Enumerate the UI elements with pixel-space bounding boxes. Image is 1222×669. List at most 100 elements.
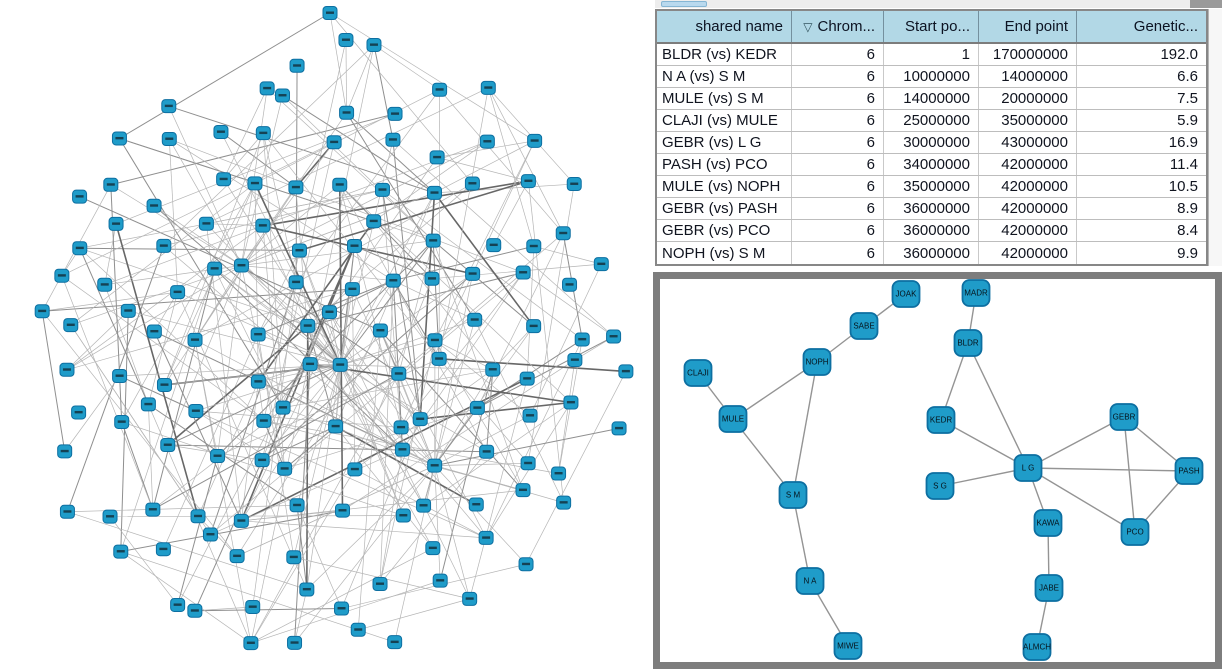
network-node[interactable] <box>551 466 567 481</box>
table-row[interactable]: GEBR (vs) PASH 6 36000000 42000000 8.9 <box>657 198 1206 220</box>
table-cell[interactable]: 10.5 <box>1168 178 1198 195</box>
network-node[interactable]: S M <box>778 481 808 509</box>
table-row[interactable]: N A (vs) S M 6 10000000 14000000 6.6 <box>657 66 1206 88</box>
network-node[interactable] <box>520 174 536 189</box>
network-node[interactable]: L G <box>1013 454 1043 482</box>
network-node[interactable] <box>339 105 355 120</box>
table-cell[interactable]: 36000000 <box>884 220 979 241</box>
network-node[interactable] <box>146 198 162 213</box>
table-cell[interactable]: 1 <box>884 44 979 65</box>
network-node[interactable] <box>555 226 571 241</box>
network-node[interactable] <box>190 509 206 524</box>
table-cell[interactable]: 6 <box>792 110 884 131</box>
network-node[interactable] <box>170 597 186 612</box>
table-row[interactable]: PASH (vs) PCO 6 34000000 42000000 11.4 <box>657 154 1206 176</box>
network-node[interactable]: GEBR <box>1109 403 1139 431</box>
network-node[interactable] <box>322 6 338 20</box>
network-node[interactable] <box>515 265 531 280</box>
network-node[interactable] <box>427 333 443 348</box>
network-node[interactable] <box>465 266 481 281</box>
network-node[interactable] <box>427 458 443 473</box>
network-node[interactable] <box>326 135 342 150</box>
table-cell[interactable]: 16.9 <box>1168 134 1198 151</box>
network-node[interactable] <box>332 177 348 192</box>
column-header[interactable]: shared name <box>657 11 792 42</box>
network-node[interactable] <box>328 419 344 434</box>
table-cell[interactable]: 14000000 <box>884 88 979 109</box>
subnetwork-canvas[interactable]: JOAK MADR SABE BLDR NOPH CLAJI GEBR MULE KEDR L G… <box>660 279 1215 662</box>
table-cell[interactable]: 170000000 <box>979 44 1077 65</box>
table-cell[interactable]: 5.9 <box>1177 112 1198 129</box>
network-node[interactable] <box>155 542 171 557</box>
network-node[interactable] <box>372 323 388 338</box>
table-horizontal-scrollbar[interactable] <box>655 0 1222 8</box>
network-node[interactable]: BLDR <box>953 329 983 357</box>
network-node[interactable] <box>347 238 363 253</box>
network-node[interactable] <box>108 216 124 231</box>
network-node[interactable] <box>391 366 407 381</box>
network-node[interactable] <box>247 176 263 191</box>
network-node[interactable]: SABE <box>849 312 879 340</box>
network-node[interactable] <box>432 82 448 97</box>
network-node[interactable] <box>520 456 536 471</box>
table-cell[interactable]: 6 <box>792 220 884 241</box>
network-node[interactable] <box>394 442 410 457</box>
network-node[interactable] <box>574 332 590 347</box>
network-node[interactable] <box>485 362 501 377</box>
table-cell[interactable]: PASH (vs) PCO <box>657 154 792 175</box>
network-node[interactable] <box>518 557 534 572</box>
network-node[interactable] <box>464 176 480 191</box>
network-node[interactable] <box>161 132 177 147</box>
network-node[interactable] <box>187 603 203 618</box>
network-node[interactable] <box>334 601 350 616</box>
network-node[interactable] <box>57 444 73 459</box>
network-node[interactable] <box>202 527 218 542</box>
network-node[interactable] <box>618 364 634 379</box>
table-cell[interactable]: 35000000 <box>884 176 979 197</box>
network-node[interactable] <box>161 99 177 114</box>
network-node[interactable] <box>198 216 214 231</box>
network-node[interactable] <box>479 134 495 149</box>
network-node[interactable] <box>566 177 582 192</box>
table-row[interactable]: MULE (vs) NOPH 6 35000000 42000000 10.5 <box>657 176 1206 198</box>
table-row[interactable]: GEBR (vs) L G 6 30000000 43000000 16.9 <box>657 132 1206 154</box>
network-node[interactable] <box>426 185 442 200</box>
network-node[interactable] <box>233 513 249 528</box>
table-row[interactable]: CLAJI (vs) MULE 6 25000000 35000000 5.9 <box>657 110 1206 132</box>
network-node[interactable] <box>467 312 483 327</box>
table-cell[interactable]: 8.4 <box>1177 222 1198 239</box>
network-node[interactable] <box>526 239 542 254</box>
table-cell[interactable]: 42000000 <box>979 176 1077 197</box>
scrollbar-thumb[interactable] <box>661 1 707 7</box>
network-node[interactable] <box>515 483 531 498</box>
network-node[interactable] <box>275 88 291 103</box>
network-node[interactable] <box>395 508 411 523</box>
network-node[interactable] <box>387 106 403 121</box>
network-node[interactable]: JOAK <box>891 280 921 308</box>
network-node[interactable] <box>156 377 172 392</box>
network-node[interactable] <box>63 318 79 333</box>
network-node[interactable] <box>145 502 161 517</box>
table-cell[interactable]: 42000000 <box>979 198 1077 219</box>
network-node[interactable] <box>519 371 535 386</box>
network-node[interactable] <box>229 549 245 564</box>
network-node[interactable] <box>606 329 622 344</box>
network-node[interactable] <box>486 238 502 253</box>
network-node[interactable] <box>431 351 447 366</box>
network-node[interactable] <box>412 412 428 427</box>
network-node[interactable] <box>112 368 128 383</box>
network-node[interactable] <box>332 357 348 372</box>
network-node[interactable] <box>432 573 448 588</box>
network-node[interactable] <box>335 503 351 518</box>
table-cell[interactable]: 6 <box>792 176 884 197</box>
network-node[interactable] <box>102 509 118 524</box>
table-row[interactable]: BLDR (vs) KEDR 6 1 170000000 192.0 <box>657 44 1206 66</box>
network-node[interactable] <box>393 420 409 435</box>
network-node[interactable] <box>277 461 293 476</box>
network-node[interactable] <box>188 404 204 419</box>
network-node[interactable] <box>344 282 360 297</box>
network-node[interactable] <box>416 498 432 513</box>
table-row[interactable]: MULE (vs) S M 6 14000000 20000000 7.5 <box>657 88 1206 110</box>
network-node[interactable] <box>250 374 266 389</box>
network-node[interactable] <box>526 319 542 334</box>
